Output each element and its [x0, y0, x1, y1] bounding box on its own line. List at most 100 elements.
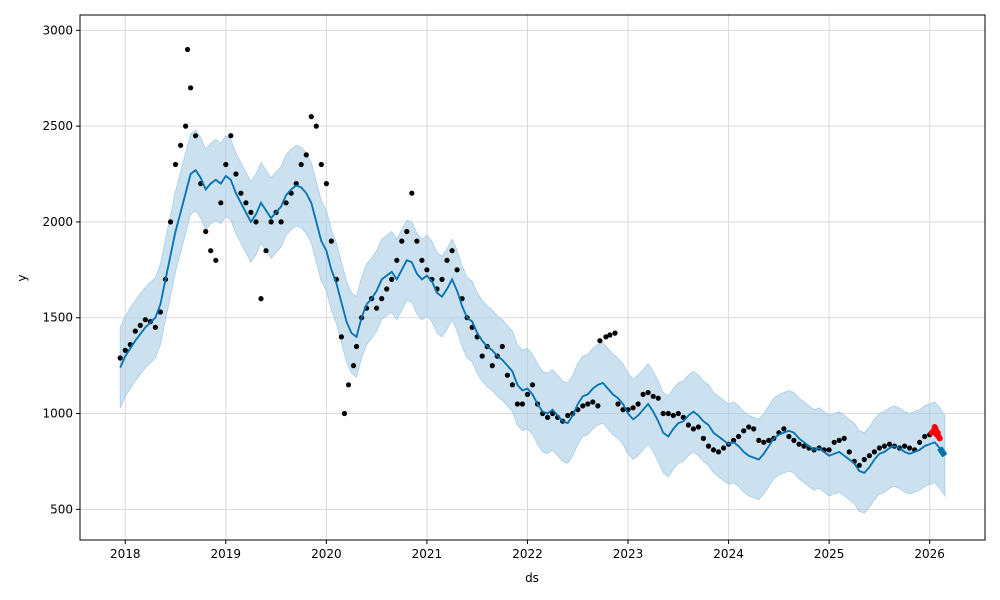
- x-tick-label: 2023: [613, 547, 644, 561]
- observed-point: [695, 424, 702, 430]
- y-tick-label: 1500: [42, 311, 73, 325]
- observed-point: [178, 142, 184, 148]
- observed-point: [253, 219, 259, 225]
- observed-point: [283, 200, 289, 206]
- recent-points-layer: [928, 424, 943, 442]
- observed-point: [341, 410, 348, 417]
- observed-point: [419, 257, 425, 263]
- observed-point: [751, 426, 757, 432]
- observed-point: [597, 338, 603, 344]
- observed-point: [607, 332, 613, 338]
- observed-point: [690, 426, 697, 432]
- observed-point: [313, 123, 319, 129]
- observed-point: [866, 453, 873, 459]
- observed-point: [630, 405, 636, 411]
- x-axis-ticks: 2018 2019 2020 2021 2022 2023 2024 2025 2026: [110, 540, 945, 561]
- observed-point: [791, 437, 797, 443]
- observed-point: [705, 443, 712, 449]
- observed-point: [243, 200, 249, 206]
- observed-point: [670, 412, 676, 419]
- x-tick-label: 2026: [914, 547, 945, 561]
- y-tick-label: 500: [50, 502, 73, 516]
- observed-point: [781, 426, 787, 432]
- x-tick-label: 2024: [713, 547, 744, 561]
- observed-point: [509, 382, 515, 388]
- observed-point: [308, 114, 314, 120]
- observed-point: [700, 435, 707, 441]
- observed-point: [665, 410, 671, 417]
- observed-point: [353, 343, 360, 350]
- observed-point: [298, 161, 304, 168]
- observed-point: [185, 46, 191, 53]
- observed-point: [766, 437, 772, 443]
- observed-point: [454, 267, 460, 273]
- observed-point: [218, 200, 224, 206]
- observed-point: [871, 449, 878, 455]
- observed-point: [756, 437, 762, 443]
- observed-point: [213, 257, 219, 263]
- forecast-line: [119, 168, 946, 474]
- observed-point: [801, 443, 807, 449]
- observed-point: [203, 228, 209, 235]
- observed-point: [590, 399, 596, 405]
- observed-point: [731, 437, 737, 443]
- y-tick-label: 1000: [42, 407, 73, 421]
- observed-point: [504, 372, 510, 378]
- observed-point: [736, 433, 742, 440]
- x-tick-label: 2019: [211, 547, 242, 561]
- y-tick-label: 2000: [42, 215, 73, 229]
- x-tick-label: 2020: [311, 547, 342, 561]
- x-tick-label: 2025: [814, 547, 845, 561]
- observed-point: [394, 257, 400, 263]
- observed-point: [499, 343, 505, 350]
- x-tick-label: 2022: [512, 547, 543, 561]
- observed-point: [836, 437, 842, 443]
- x-axis-label: ds: [525, 571, 539, 585]
- observed-point: [167, 219, 174, 225]
- observed-point: [137, 322, 143, 328]
- x-tick-label: 2018: [110, 547, 141, 561]
- observed-point: [142, 317, 148, 323]
- observed-point: [841, 435, 847, 441]
- observed-point: [384, 286, 390, 292]
- observed-point: [157, 309, 163, 315]
- observed-point: [228, 133, 234, 139]
- observed-point: [655, 395, 661, 401]
- observed-point: [660, 410, 666, 417]
- observed-point: [122, 347, 128, 353]
- recent-point: [936, 435, 943, 442]
- observed-point: [715, 449, 722, 455]
- observed-point: [519, 401, 526, 407]
- observed-point: [132, 328, 138, 334]
- observed-point: [796, 441, 802, 447]
- observed-point: [886, 441, 893, 447]
- grid-layer: [80, 15, 985, 540]
- observed-point: [710, 447, 717, 453]
- observed-point: [902, 443, 908, 449]
- observed-point: [238, 190, 244, 196]
- observed-point: [761, 439, 767, 445]
- x-tick-label: 2021: [412, 547, 443, 561]
- observed-point: [323, 181, 329, 187]
- observed-point: [645, 389, 651, 396]
- observed-point: [172, 161, 179, 168]
- observed-point: [831, 439, 837, 445]
- observed-point: [303, 152, 309, 158]
- observed-point: [603, 334, 609, 340]
- observed-point: [580, 403, 586, 409]
- observed-point: [263, 248, 269, 254]
- y-axis-label: y: [15, 274, 29, 281]
- observed-point: [293, 181, 299, 187]
- observed-point: [489, 363, 495, 369]
- observed-point: [876, 445, 883, 451]
- observed-point: [565, 412, 571, 419]
- observed-point: [409, 190, 415, 196]
- observed-point: [404, 228, 410, 235]
- observed-point: [278, 219, 284, 225]
- observed-point: [379, 296, 385, 302]
- observed-point: [444, 257, 450, 263]
- observed-point: [721, 445, 727, 451]
- observed-point: [248, 209, 254, 215]
- observed-point: [545, 414, 551, 420]
- observed-point: [338, 334, 344, 340]
